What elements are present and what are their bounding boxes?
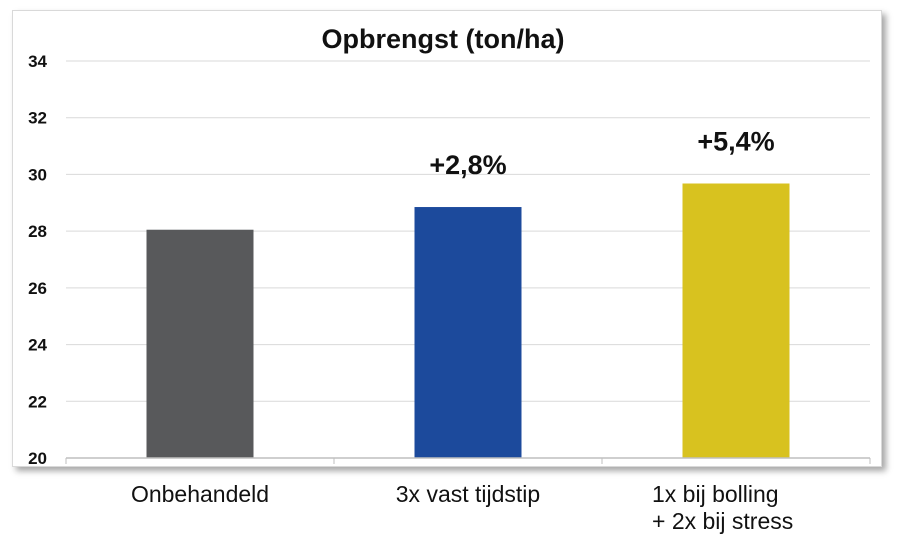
x-category-label: 1x bij bolling + 2x bij stress [652, 481, 794, 534]
bar-1 [146, 229, 254, 458]
y-tick-label: 28 [28, 222, 47, 241]
x-category-label: 3x vast tijdstip [395, 481, 541, 507]
y-tick-label: 34 [28, 52, 47, 71]
bars [146, 183, 790, 458]
y-tick-label: 32 [28, 109, 47, 128]
x-category-label: Onbehandeld [130, 481, 270, 507]
y-tick-label: 30 [28, 165, 47, 184]
data-label: +2,8% [429, 150, 506, 180]
y-tick-label: 26 [28, 279, 47, 298]
bar-3 [682, 183, 790, 458]
y-tick-label: 24 [28, 336, 47, 355]
y-axis-ticks: 20 22 24 26 28 30 32 34 [28, 52, 47, 468]
chart-title: Opbrengst (ton/ha) [322, 24, 565, 54]
y-tick-label: 20 [28, 449, 47, 468]
data-labels: +2,8% +5,4% [429, 127, 774, 181]
data-label: +5,4% [697, 127, 774, 157]
y-tick-label: 22 [28, 392, 47, 411]
bar-2 [414, 207, 522, 458]
